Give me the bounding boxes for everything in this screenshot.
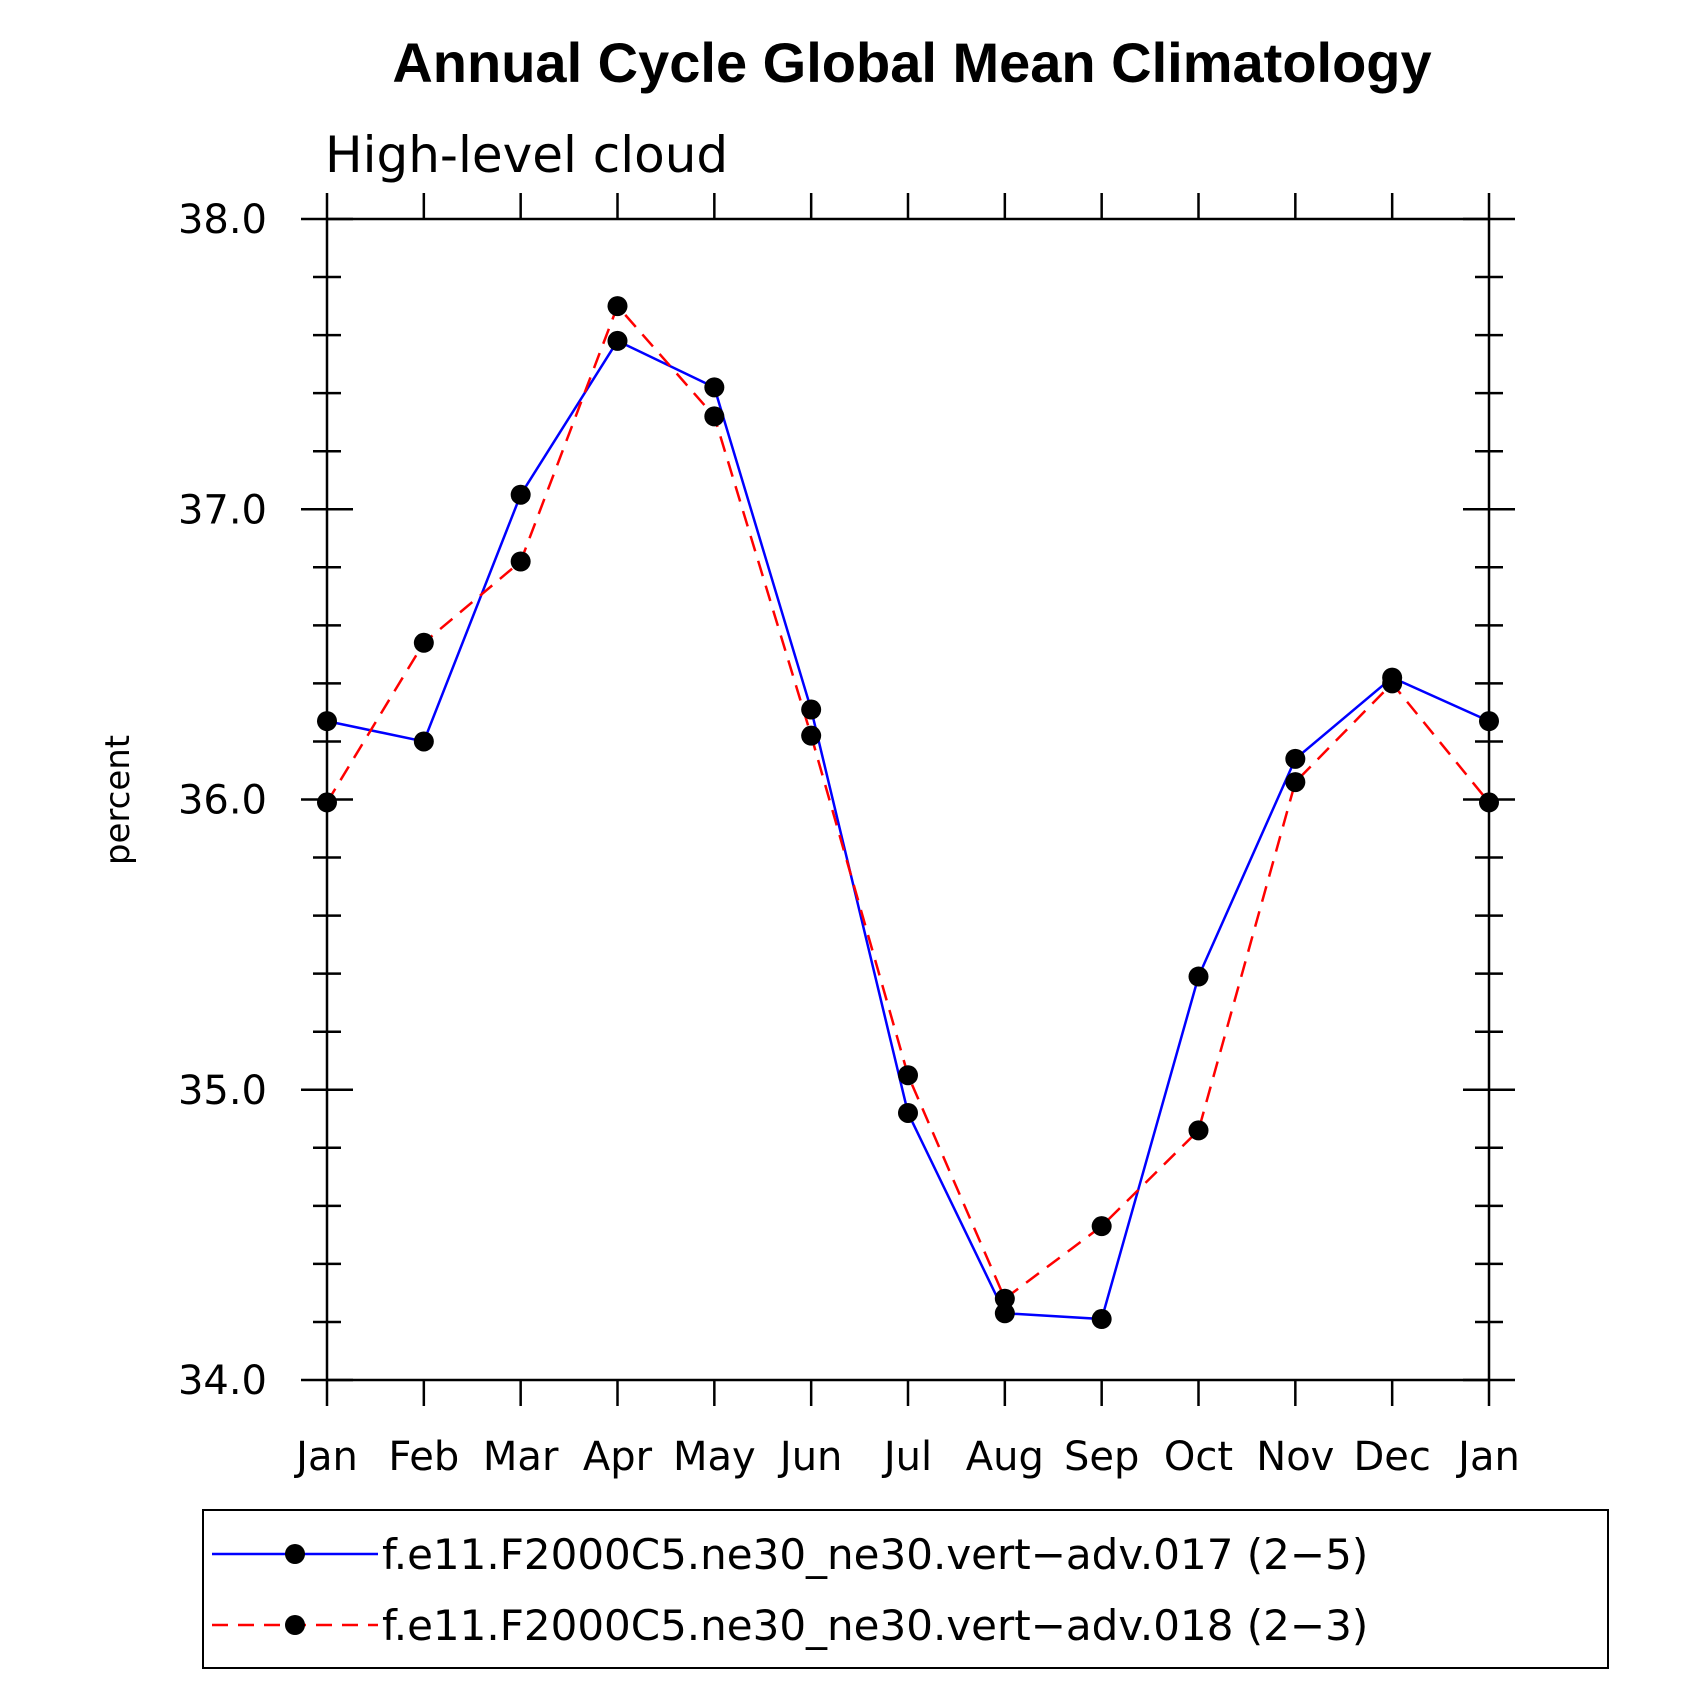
chart-title: Annual Cycle Global Mean Climatology [392,31,1431,94]
x-tick-label: Jan [1455,1434,1520,1480]
chart-subtitle: High-level cloud [325,126,728,184]
x-tick-label: Mar [483,1434,559,1480]
series-2-point [413,632,434,653]
series-2-point [1382,673,1403,694]
series-1-point [801,699,822,720]
series-1-point [510,484,531,505]
legend-marker-series-2 [285,1615,305,1635]
series-1-line [326,339,1490,1321]
series-1-point [317,711,337,732]
y-tick-label: 35.0 [178,1068,267,1114]
x-tick-labels: Jan Feb Mar Apr May Jun Jul Aug Sep Oct Nov Dec Jan [293,1434,1520,1480]
axes [325,217,1491,1382]
x-tick-label: Aug [966,1434,1044,1480]
plot-frame [325,217,1491,1382]
x-tick-label: Jan [293,1434,358,1480]
legend: f.e11.F2000C5.ne30_ne30.vert−adv.017 (2−… [202,1509,1609,1669]
y-tick-labels: 34.0 35.0 36.0 37.0 38.0 [178,197,267,1404]
series-2-point [1188,1120,1209,1141]
series-2-point [704,406,725,427]
series-1-point [1188,966,1209,987]
y-axis-label: percent [98,735,138,865]
series-1-point [413,731,434,752]
legend-box [202,1509,1609,1669]
x-tick-label: Nov [1256,1434,1334,1480]
series-1-point [1285,748,1306,769]
y-tick-label: 36.0 [178,778,267,824]
series-2-point [317,792,337,813]
x-tick-label: Feb [388,1434,459,1480]
series-1-point [607,330,628,351]
x-tick-label: May [673,1434,756,1480]
x-tick-label: Jun [777,1434,843,1480]
series-1-point [1091,1309,1112,1330]
series-2-point [607,296,628,317]
x-tick-label: Jul [881,1434,932,1480]
axis-ticks [301,193,1515,1406]
x-tick-label: Sep [1064,1434,1139,1480]
x-tick-label: Dec [1353,1434,1430,1480]
series-2-point [1091,1216,1112,1237]
y-tick-label: 37.0 [178,487,267,533]
series-layer [317,296,1499,1330]
y-tick-label: 34.0 [178,1358,267,1404]
series-2-point [510,551,531,572]
series-2-point [801,725,822,746]
series-1-point [994,1303,1015,1324]
series-1-point [1479,711,1499,732]
series-2-point [1285,772,1306,793]
series-1-point [898,1102,918,1123]
x-tick-label: Oct [1164,1434,1233,1480]
series-2-point [994,1288,1015,1309]
series-2-point [898,1065,918,1086]
legend-marker-series-1 [285,1544,305,1564]
series-2-point [1479,792,1499,813]
legend-label-series-1: f.e11.F2000C5.ne30_ne30.vert−adv.017 (2−… [382,1530,1368,1579]
series-1-point [704,377,725,398]
series-2-line [325,303,1490,1301]
x-tick-label: Apr [583,1434,653,1480]
y-tick-label: 38.0 [178,197,267,243]
legend-label-series-2: f.e11.F2000C5.ne30_ne30.vert−adv.018 (2−… [382,1601,1368,1650]
